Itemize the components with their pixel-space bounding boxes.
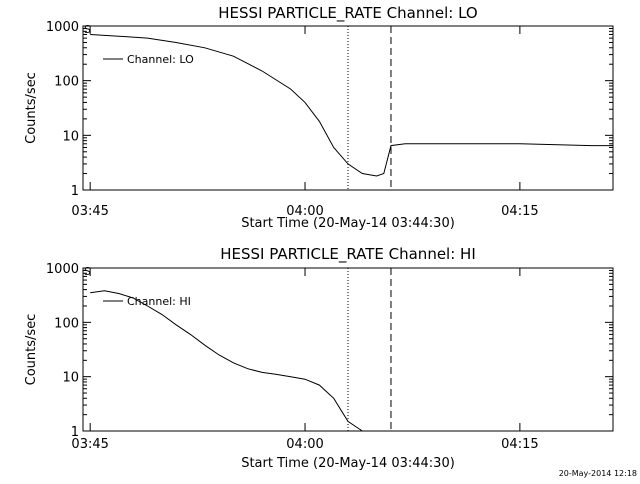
y-tick-label: 100 [54, 316, 79, 331]
y-tick-label: 10 [62, 371, 79, 386]
x-tick-label: 04:00 [286, 437, 323, 452]
chart-title: HESSI PARTICLE_RATE Channel: HI [220, 245, 476, 264]
series-line [90, 290, 363, 432]
x-tick-label: 03:45 [71, 204, 108, 219]
chart-title: HESSI PARTICLE_RATE Channel: LO [218, 4, 477, 23]
y-tick-label: 100 [54, 75, 79, 90]
y-axis-label: Counts/sec [24, 314, 39, 386]
y-tick-label: 10 [62, 129, 79, 144]
x-tick-label: 03:45 [71, 437, 108, 452]
series-line [90, 34, 614, 190]
y-tick-label: 1000 [46, 20, 79, 35]
legend-label: Channel: HI [127, 295, 191, 308]
x-axis-label: Start Time (20-May-14 03:44:30) [241, 456, 455, 471]
y-axis-label: Counts/sec [24, 72, 39, 144]
x-tick-label: 04:15 [501, 437, 538, 452]
y-tick-label: 1 [71, 425, 79, 440]
x-axis-label: Start Time (20-May-14 03:44:30) [241, 216, 455, 231]
chart-panel-hi: HESSI PARTICLE_RATE Channel: HI 1 10 100 100… [24, 245, 614, 471]
x-tick-label: 04:15 [501, 204, 538, 219]
x-tick-label: 04:00 [286, 204, 323, 219]
y-tick-label: 1 [71, 184, 79, 199]
start-marker: S [84, 265, 91, 278]
legend-label: Channel: LO [127, 53, 194, 66]
start-marker: S [84, 23, 91, 36]
chart-panel-lo: HESSI PARTICLE_RATE Channel: LO 1 10 100 100… [24, 4, 614, 231]
footer-timestamp: 20-May-2014 12:18 [559, 469, 637, 478]
y-tick-label: 1000 [46, 262, 79, 277]
